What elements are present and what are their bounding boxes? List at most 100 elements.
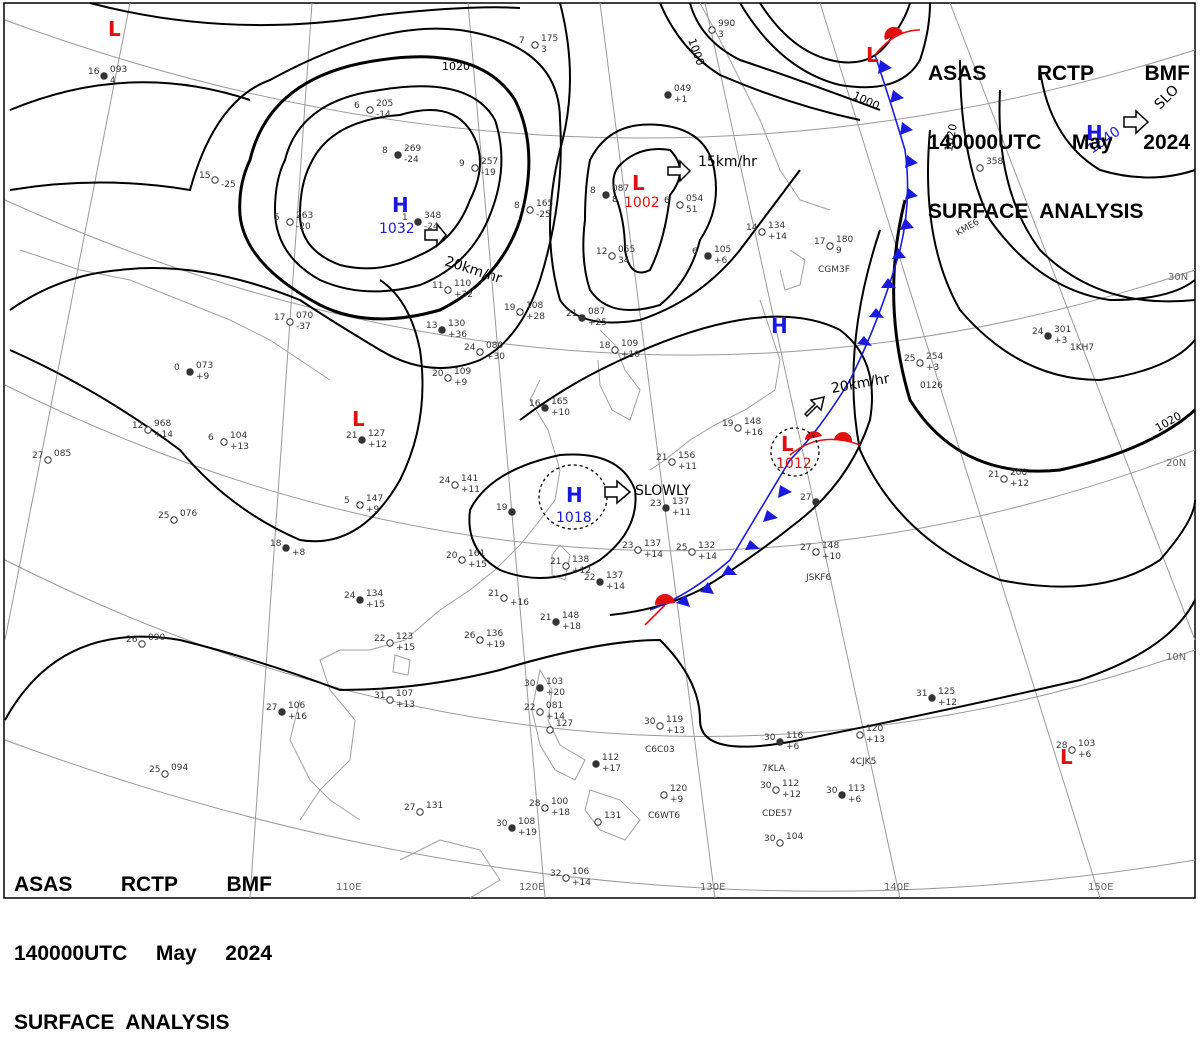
station-plot: 26 090 [126, 633, 165, 648]
header-agency: ASAS [928, 62, 987, 85]
station-plot: 5 263-20 [274, 211, 313, 232]
station-temperature: 20 [446, 551, 458, 561]
station-tendency: -20 [296, 222, 311, 232]
station-circle [444, 286, 452, 294]
station-pressure: 087 [588, 307, 605, 317]
station-plot: 9 257-19 [459, 157, 498, 178]
isobar-label: 1020 [942, 123, 960, 153]
station-circle [838, 791, 846, 799]
station-temperature: 6 [692, 247, 698, 257]
header-line-2: 140000UTC May 2024 [14, 942, 272, 965]
lon-label: 140E [884, 882, 909, 893]
station-tendency: +16 [288, 712, 307, 722]
station-pressure: 134 [768, 221, 785, 231]
station-plot: 20 161+15 [446, 549, 487, 570]
station-circle [776, 839, 784, 847]
station-temperature: 26 [126, 635, 138, 645]
station-pressure: 131 [426, 801, 443, 811]
header-line-1: ASAS RCTP BMF [928, 62, 1190, 85]
station-temperature: 28 [1056, 741, 1068, 751]
station-pressure: 113 [848, 784, 865, 794]
station-pressure: 094 [171, 763, 188, 773]
station-tendency: +1 [674, 95, 687, 105]
station-circle [662, 504, 670, 512]
station-temperature: 0 [174, 363, 180, 373]
station-tendency: +18 [562, 622, 581, 632]
station-tendency: +15 [366, 600, 385, 610]
station-pressure: 257 [481, 157, 498, 167]
station-temperature: 6 [354, 101, 360, 111]
station-circle [688, 548, 696, 556]
station-plot: 11 110+32 [432, 279, 473, 300]
station-temperature: 24 [464, 343, 476, 353]
station-pressure: 127 [368, 429, 385, 439]
station-circle [536, 684, 544, 692]
station-circle [386, 639, 394, 647]
station-tendency: +13 [666, 726, 685, 736]
station-circle [282, 544, 290, 552]
station-circle [772, 786, 780, 794]
station-pressure: 148 [562, 611, 579, 621]
station-tendency: -19 [481, 168, 496, 178]
station-temperature: 17 [814, 237, 825, 247]
station-pressure: 125 [938, 687, 955, 697]
station-circle [660, 791, 668, 799]
isobar-east-1020-thick [892, 199, 1196, 473]
station-temperature: 27 [404, 803, 415, 813]
station-plot: 21 138+12 [550, 555, 591, 576]
station-tendency: +10 [551, 408, 570, 418]
station-circle [676, 201, 684, 209]
station-plot: 0 073+9 [174, 361, 213, 382]
station-plot: 14 134+14 [746, 221, 787, 242]
high-value: 1018 [556, 510, 592, 526]
header-station: RCTP [120, 873, 179, 896]
station-circle [734, 424, 742, 432]
header-time: 140000UTC [14, 942, 128, 965]
station-tendency: +12 [572, 566, 591, 576]
station-tendency: +6 [714, 256, 728, 266]
ship-id: JSKF6 [805, 573, 831, 583]
station-pressure: 054 [686, 194, 703, 204]
header-station: RCTP [1036, 62, 1095, 85]
station-plot: 112+17 [592, 753, 621, 774]
station-tendency: 3 [718, 30, 724, 40]
station-plot: 6 205-14 [354, 99, 393, 120]
station-circle [1000, 475, 1008, 483]
coast-hainan [392, 654, 411, 676]
station-tendency: +13 [866, 735, 885, 745]
station-circle [928, 694, 936, 702]
station-circle [596, 578, 604, 586]
station-tendency: -25 [536, 210, 551, 220]
station-circle [541, 804, 549, 812]
station-temperature: 27 [800, 543, 811, 553]
station-circle [634, 546, 642, 554]
station-pressure: 301 [1054, 325, 1071, 335]
station-tendency: +10 [621, 350, 640, 360]
isobar-high-outer [9, 27, 562, 369]
station-temperature: 30 [644, 717, 656, 727]
isobar-east-1020-a [927, 129, 1196, 382]
high-symbol: H [566, 483, 583, 507]
station-circle [476, 636, 484, 644]
station-circle [414, 218, 422, 226]
station-pressure: 123 [396, 632, 413, 642]
station-plot: 30 113+6 [826, 784, 865, 805]
station-pressure: 108 [518, 817, 535, 827]
station-plot: 24 134+15 [344, 589, 385, 610]
station-tendency: -14 [376, 110, 391, 120]
station-temperature: 30 [764, 733, 776, 743]
station-tendency: +25 [588, 318, 607, 328]
station-pressure: 127 [556, 719, 573, 729]
station-plot: 22 123+15 [374, 632, 415, 653]
station-temperature: 8 [514, 201, 520, 211]
station-pressure: 138 [572, 555, 589, 565]
station-circle [286, 218, 294, 226]
station-tendency: +6 [848, 795, 862, 805]
station-pressure: 110 [454, 279, 471, 289]
station-temperature: 20 [432, 369, 444, 379]
station-pressure: 205 [376, 99, 393, 109]
